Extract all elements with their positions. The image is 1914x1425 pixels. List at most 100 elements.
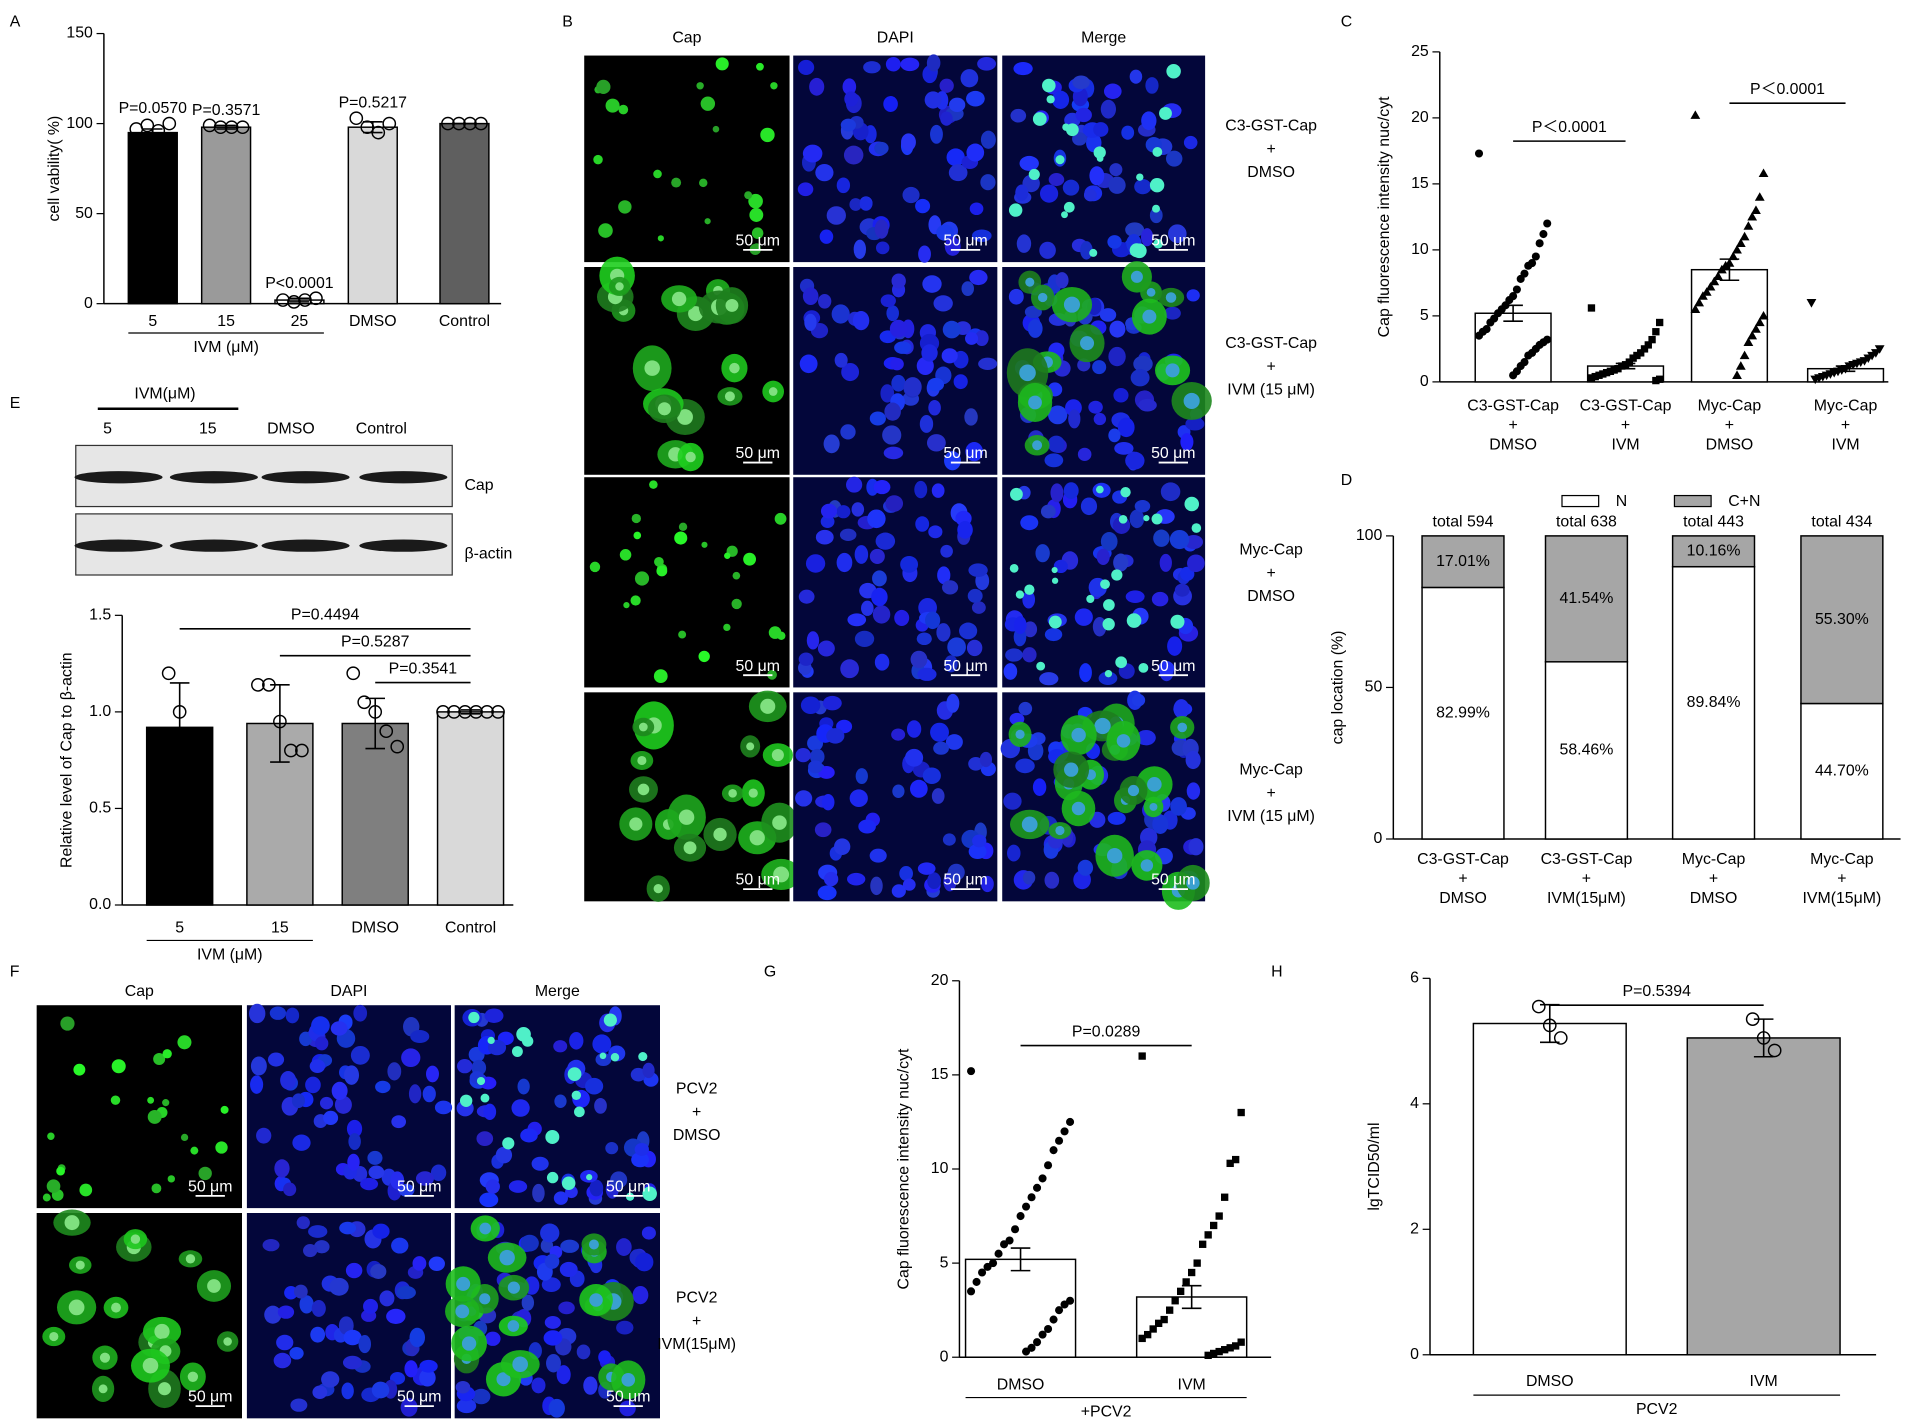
blot-group-label: IVM(μM) (134, 385, 195, 402)
cap-signal (220, 1105, 229, 1114)
point (1144, 1330, 1152, 1339)
p-value: P＜0.0001 (1750, 81, 1825, 98)
nucleus (1039, 672, 1059, 686)
cap-signal (751, 227, 764, 239)
cap-signal (1159, 106, 1172, 120)
nucleus (842, 78, 857, 95)
nucleus (619, 1400, 636, 1417)
error-bar (1615, 362, 1636, 370)
nucleus (802, 144, 823, 163)
nucleus (334, 1095, 352, 1114)
x-tick-label: + (1458, 871, 1467, 888)
cap-nuc (1071, 727, 1086, 743)
point (1754, 317, 1765, 327)
point (1587, 304, 1596, 312)
cap-nuc (507, 1281, 520, 1294)
nucleus (559, 1261, 578, 1278)
nucleus (853, 239, 867, 260)
point (452, 116, 466, 131)
point (1690, 110, 1701, 119)
micrograph (793, 476, 998, 688)
nucleus (979, 751, 993, 768)
lane-label: DMSO (267, 421, 315, 438)
group-label: IVM (μM) (197, 946, 263, 963)
nucleus (315, 1036, 329, 1051)
nucleus (940, 111, 953, 126)
y-tick-label: 100 (1356, 527, 1383, 544)
cap-signal (1132, 243, 1147, 259)
nucleus (323, 1110, 339, 1126)
cap-signal (1036, 661, 1046, 671)
cap-nuc (49, 1331, 59, 1342)
cap-signal (162, 1049, 172, 1059)
nucleus (339, 1221, 357, 1235)
cap-nuc (621, 1372, 636, 1387)
cap-nuc (1021, 816, 1038, 833)
nucleus (554, 1094, 567, 1109)
cap-signal (1143, 515, 1150, 522)
nucleus (1145, 77, 1159, 94)
cap-nuc (461, 1336, 477, 1351)
point (1237, 1108, 1245, 1117)
nucleus (849, 198, 862, 211)
row-label: PCV2 (676, 1290, 718, 1307)
nucleus (434, 1100, 453, 1115)
panel-letter: H (1271, 963, 1282, 980)
nucleus (858, 819, 876, 834)
nucleus (1109, 163, 1123, 177)
nucleus (980, 130, 996, 149)
nucleus (1014, 616, 1027, 635)
nucleus (1019, 155, 1039, 171)
micrograph (584, 55, 790, 263)
nucleus (595, 1052, 612, 1067)
y-tick-label: 1.5 (89, 607, 111, 624)
cap-nuc (1147, 777, 1162, 792)
blot-band (74, 471, 163, 484)
nucleus (262, 1238, 280, 1252)
x-tick-label: DMSO (997, 1377, 1045, 1394)
cap-signal (1096, 155, 1104, 162)
point (1637, 349, 1645, 357)
cap-signal (1170, 614, 1185, 629)
nucleus (1022, 870, 1036, 885)
cap-signal (1118, 515, 1128, 524)
nucleus (343, 1329, 362, 1346)
nucleus (964, 408, 978, 426)
point (1055, 1136, 1064, 1145)
nucleus (1068, 409, 1081, 429)
nucleus (1131, 693, 1146, 707)
nucleus (256, 1127, 272, 1144)
nucleus (387, 1062, 402, 1081)
point (1022, 1202, 1031, 1211)
x-tick-label: DMSO (349, 313, 397, 330)
p-value: P=0.3541 (389, 660, 458, 677)
cap-nuc (749, 830, 765, 846)
nucleus (635, 1252, 654, 1272)
nucleus (1170, 797, 1187, 816)
cap-nuc (677, 409, 693, 425)
x-tick-label: IVM(15μM) (1802, 890, 1881, 907)
nucleus (1129, 69, 1143, 84)
nucleus (1134, 499, 1151, 513)
cap-signal (586, 1174, 593, 1181)
nucleus (1003, 792, 1022, 810)
nucleus (360, 1177, 379, 1191)
scale-label: 50 μm (943, 445, 987, 462)
nucleus (642, 1062, 655, 1079)
point (151, 123, 166, 138)
nucleus (1174, 583, 1190, 597)
cap-nuc (1032, 440, 1043, 451)
y-tick-label: 6 (1410, 970, 1419, 987)
nucleus (930, 124, 943, 144)
cap-signal (177, 1035, 192, 1050)
nucleus (541, 1277, 561, 1293)
cap-signal (79, 1183, 93, 1197)
nucleus (891, 728, 906, 741)
y-axis-label: lgTCID50/ml (1366, 1122, 1383, 1210)
micrograph-bg (584, 477, 790, 688)
annotation: total 434 (1811, 514, 1872, 531)
cap-signal (571, 1090, 582, 1101)
point (1756, 1031, 1771, 1045)
point (1138, 1334, 1146, 1343)
nucleus (925, 611, 941, 630)
